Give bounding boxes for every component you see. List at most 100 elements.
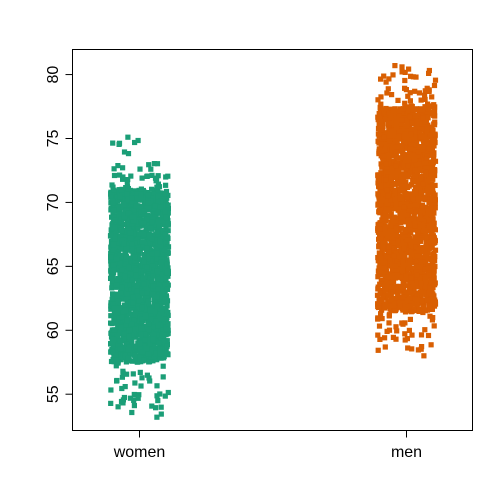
data-point-men xyxy=(423,253,429,260)
data-point-men xyxy=(379,278,386,284)
data-point-men xyxy=(412,154,418,160)
data-point-women xyxy=(132,258,138,264)
data-point-women xyxy=(130,300,136,306)
data-point-men xyxy=(400,263,407,269)
data-point-men xyxy=(405,163,411,169)
data-point-women xyxy=(155,323,161,329)
data-point-men xyxy=(408,103,414,109)
data-point-women xyxy=(154,414,160,420)
data-point-men xyxy=(428,132,434,138)
data-point-women xyxy=(152,308,158,314)
data-point-men xyxy=(410,142,416,148)
data-point-women xyxy=(154,346,160,352)
data-point-women xyxy=(110,340,116,347)
data-point-men xyxy=(388,112,394,118)
data-point-men xyxy=(412,226,418,232)
data-point-women xyxy=(108,191,115,197)
data-point-women xyxy=(149,172,155,178)
data-point-women xyxy=(117,263,123,269)
data-point-men xyxy=(416,196,422,202)
data-point-women xyxy=(165,351,171,357)
data-point-men xyxy=(378,231,384,237)
data-point-women xyxy=(112,236,118,242)
data-point-women xyxy=(155,286,161,292)
data-point-women xyxy=(162,264,168,270)
data-point-men xyxy=(387,128,393,134)
data-point-men xyxy=(381,73,387,79)
data-point-men xyxy=(403,166,409,172)
data-point-women xyxy=(143,307,149,313)
data-point-women xyxy=(141,189,147,195)
data-point-men xyxy=(429,217,435,223)
data-point-women xyxy=(157,238,163,245)
data-point-men xyxy=(386,213,392,219)
data-point-men xyxy=(383,161,389,167)
data-point-men xyxy=(405,296,411,303)
data-point-men xyxy=(385,233,391,239)
data-point-women xyxy=(113,233,119,239)
data-point-women xyxy=(146,311,152,317)
data-point-men xyxy=(419,298,425,304)
data-point-men xyxy=(426,70,432,76)
data-point-women xyxy=(136,266,142,272)
data-point-men xyxy=(390,141,397,148)
data-point-men xyxy=(423,274,429,280)
data-point-men xyxy=(430,254,436,260)
data-point-men xyxy=(429,94,435,100)
data-point-men xyxy=(401,245,407,252)
data-point-women xyxy=(128,317,134,323)
data-point-men xyxy=(409,116,416,122)
data-point-women xyxy=(149,263,156,269)
data-point-men xyxy=(406,300,412,306)
data-point-women xyxy=(110,336,117,342)
data-point-men xyxy=(424,127,430,133)
data-point-women xyxy=(153,176,159,182)
data-point-men xyxy=(377,105,384,111)
data-point-women xyxy=(111,172,118,179)
data-point-men xyxy=(412,157,418,163)
data-point-men xyxy=(375,131,381,137)
data-point-women xyxy=(152,263,158,269)
data-point-women xyxy=(132,313,138,319)
data-point-women xyxy=(123,307,129,314)
data-point-women xyxy=(158,316,164,322)
data-point-women xyxy=(154,218,160,224)
data-point-women xyxy=(127,230,134,236)
data-point-men xyxy=(397,201,403,207)
data-point-men xyxy=(390,228,396,235)
data-point-women xyxy=(132,356,138,362)
data-point-men xyxy=(393,288,399,294)
data-point-men xyxy=(383,141,389,147)
data-point-men xyxy=(375,304,382,311)
data-point-men xyxy=(421,249,428,255)
data-point-women xyxy=(110,269,117,275)
data-point-men xyxy=(376,110,382,117)
data-point-men xyxy=(390,334,396,340)
data-point-men xyxy=(385,86,391,92)
data-point-men xyxy=(390,289,396,295)
data-point-men xyxy=(381,265,387,271)
data-point-men xyxy=(426,103,432,109)
data-point-women xyxy=(127,395,133,401)
data-point-men xyxy=(382,146,388,152)
data-point-women xyxy=(133,248,139,254)
data-point-women xyxy=(133,343,139,349)
data-point-women xyxy=(118,197,125,203)
data-point-men xyxy=(391,253,397,259)
data-point-women xyxy=(162,393,168,399)
data-point-men xyxy=(376,236,382,242)
data-point-men xyxy=(392,301,398,307)
data-point-women xyxy=(118,290,124,296)
data-point-women xyxy=(128,173,134,179)
data-point-women xyxy=(122,261,128,267)
data-point-men xyxy=(382,116,388,123)
data-point-women xyxy=(163,214,169,220)
data-point-men xyxy=(384,180,390,186)
data-point-women xyxy=(144,173,151,179)
data-point-women xyxy=(153,237,159,243)
data-point-men xyxy=(424,165,430,171)
data-point-men xyxy=(398,237,405,243)
data-point-men xyxy=(421,304,427,310)
data-point-men xyxy=(395,97,401,103)
data-point-men xyxy=(424,156,430,162)
